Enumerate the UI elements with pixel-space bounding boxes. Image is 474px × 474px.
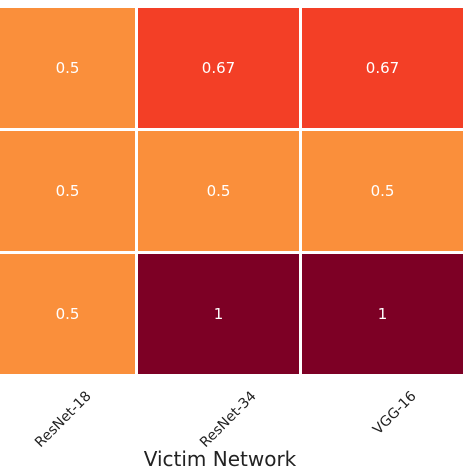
heatmap-cells <box>0 8 463 374</box>
heatmap-cell <box>0 8 135 128</box>
heatmap-cell <box>0 254 135 374</box>
heatmap-cell-value: 0.5 <box>207 182 231 200</box>
heatmap-cell-value: 0.67 <box>366 59 399 77</box>
heatmap-cell-value: 0.5 <box>371 182 395 200</box>
x-axis-tick-labels: ResNet-18 ResNet-34 VGG-16 <box>32 388 420 451</box>
heatmap-cell-value: 1 <box>214 305 224 323</box>
heatmap-cell-labels: 0.5 0.67 0.67 0.5 0.5 0.5 0.5 1 1 <box>56 59 400 323</box>
heatmap-cell-value: 1 <box>378 305 388 323</box>
heatmap-cell <box>302 131 463 251</box>
heatmap-cell-value: 0.67 <box>202 59 235 77</box>
heatmap-cell <box>138 8 299 128</box>
x-tick-label: ResNet-34 <box>197 388 260 451</box>
x-tick-label: VGG-16 <box>370 388 420 438</box>
heatmap-cell <box>138 254 299 374</box>
heatmap-cell-value: 0.5 <box>56 59 80 77</box>
heatmap-cell-value: 0.5 <box>56 305 80 323</box>
heatmap-cell-value: 0.5 <box>56 182 80 200</box>
x-tick-label: ResNet-18 <box>32 388 95 451</box>
x-axis-title: Victim Network <box>144 447 297 471</box>
heatmap-cell <box>138 131 299 251</box>
heatmap-cell <box>0 131 135 251</box>
heatmap-cell <box>302 254 463 374</box>
heatmap-cell <box>302 8 463 128</box>
